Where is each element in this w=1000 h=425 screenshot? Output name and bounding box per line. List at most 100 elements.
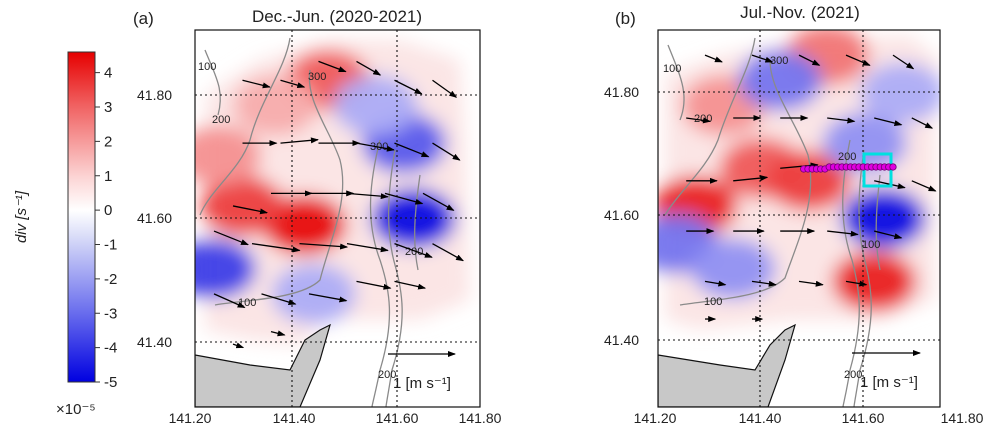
contour-line [204, 49, 221, 116]
contour-line [199, 37, 291, 216]
velocity-arrow [394, 280, 427, 290]
panel-a-land [195, 323, 331, 407]
colorbar-exponent: ×10⁻⁵ [56, 401, 96, 418]
y-tick-label: 41.60 [137, 210, 172, 226]
div-blob [271, 263, 356, 324]
velocity-arrow [751, 54, 774, 63]
velocity-arrow [251, 242, 301, 253]
contour-label: 100 [862, 239, 880, 251]
x-tick-label: 141.60 [842, 410, 885, 425]
velocity-arrow [845, 280, 868, 287]
contour-line [667, 44, 685, 121]
velocity-arrow [432, 243, 464, 262]
velocity-arrow [704, 54, 723, 63]
contour-line [385, 149, 403, 407]
x-tick-label: 141.60 [376, 410, 419, 425]
colorbar-tick-label: -3 [104, 305, 117, 322]
velocity-arrow [733, 175, 769, 182]
contour-label: 200 [212, 114, 230, 126]
colorbar-tick-label: 2 [104, 133, 112, 150]
velocity-arrow [213, 230, 249, 246]
panel-a-scale-label: 1 [m s⁻¹] [393, 375, 451, 392]
contour-line [214, 69, 344, 306]
colorbar-tick-label: 4 [104, 65, 112, 82]
transect-point [889, 163, 897, 171]
velocity-arrow [780, 162, 819, 169]
div-blob [832, 251, 917, 312]
panel-b-div-blobs [658, 30, 940, 312]
panel-b-y-ticks: 41.80 41.60 41.40 [604, 84, 639, 348]
colorbar-tick-label: 0 [104, 202, 112, 219]
velocity-arrow [394, 142, 430, 158]
colorbar: 4 3 2 1 0 -1 -2 -3 -4 -5 div [s⁻¹] ×10⁻⁵ [13, 51, 117, 418]
colorbar-tick-label: -1 [104, 237, 117, 254]
div-blob [738, 50, 823, 111]
panel-b-transect-points [800, 163, 897, 173]
colorbar-tick-label: 3 [104, 99, 112, 116]
velocity-arrow [384, 192, 424, 205]
div-blob [841, 188, 926, 249]
div-blob [822, 113, 907, 174]
panel-a-plot-area: 100 200 300 300 200 100 200 1 [m s⁻¹] [195, 30, 480, 407]
velocity-arrow [356, 280, 392, 290]
panel-a-velocity-vectors [213, 60, 464, 349]
panel-b-divergence-field [658, 30, 940, 330]
velocity-arrow [308, 293, 348, 303]
velocity-arrow [280, 137, 319, 144]
x-tick-label: 141.20 [634, 410, 677, 425]
contour-label: 100 [663, 63, 681, 75]
x-tick-label: 141.40 [739, 410, 782, 425]
velocity-arrow [232, 342, 245, 349]
div-blob [371, 188, 456, 249]
velocity-arrow [751, 280, 777, 287]
div-blob [200, 175, 285, 236]
panel-a-y-ticks: 41.80 41.60 41.40 [137, 87, 172, 350]
panel-b-velocity-vectors [686, 54, 937, 323]
velocity-arrow [356, 142, 395, 152]
panel-a: (a) Dec.-Jun. (2020-2021) 100 200 [133, 7, 502, 425]
velocity-arrow [874, 117, 903, 126]
velocity-arrow [432, 142, 461, 161]
contour-label: 100 [238, 297, 256, 309]
contour-line [414, 174, 421, 271]
velocity-arrow [394, 243, 433, 258]
panel-b-grid [658, 30, 940, 407]
x-tick-label: 141.80 [459, 410, 502, 425]
contour-line [853, 149, 872, 407]
panel-b-label: (b) [615, 9, 636, 28]
velocity-arrow [422, 192, 455, 211]
div-blob [691, 238, 776, 299]
colorbar-tick-label: -2 [104, 271, 117, 288]
velocity-arrow [270, 330, 286, 337]
div-blob [333, 75, 418, 136]
contour-label: 300 [770, 55, 788, 67]
div-blob [860, 62, 940, 123]
velocity-arrow [346, 192, 389, 200]
colorbar-tick-label: 1 [104, 168, 112, 185]
velocity-arrow [432, 79, 458, 98]
panel-a-title: Dec.-Jun. (2020-2021) [252, 7, 422, 26]
colorbar-ticks: 4 3 2 1 0 -1 -2 -3 -4 -5 [95, 65, 117, 391]
velocity-arrow [874, 230, 903, 240]
colorbar-tick-label: -4 [104, 340, 117, 357]
div-blob [195, 238, 256, 299]
velocity-arrow [911, 117, 934, 129]
panel-b-bathymetry [664, 37, 881, 407]
velocity-arrow [346, 242, 389, 253]
div-blob [233, 75, 318, 136]
velocity-arrow [827, 230, 859, 237]
colorbar-scale [67, 51, 96, 383]
panel-a-x-ticks: 141.20 141.40 141.60 141.80 [169, 410, 502, 425]
velocity-arrow [704, 280, 727, 287]
velocity-arrow [242, 79, 271, 89]
velocity-arrow [394, 79, 423, 95]
contour-label: 200 [378, 369, 396, 381]
y-tick-label: 41.80 [604, 84, 639, 100]
velocity-arrow [318, 60, 347, 73]
velocity-arrow [798, 54, 821, 66]
panel-a-bathymetry [199, 37, 421, 407]
panel-a-label: (a) [133, 9, 154, 28]
velocity-arrow [213, 293, 246, 309]
velocity-arrow [261, 293, 297, 305]
